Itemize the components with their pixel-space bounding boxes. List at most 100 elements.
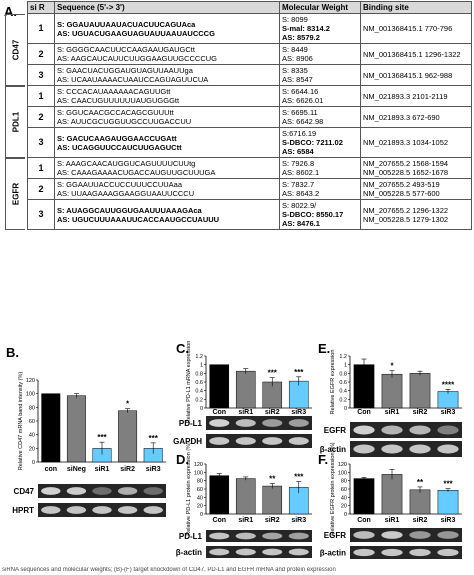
category-label: Con xyxy=(212,409,226,416)
blot-band xyxy=(117,487,138,495)
significance-mark: **** xyxy=(442,380,455,389)
y-tick-label: 0 xyxy=(344,512,347,518)
molecular-weight-cell: S:6716.19 S-DBCO: 7211.02 AS: 6584 xyxy=(279,127,361,158)
y-tick-label: 1.2 xyxy=(195,354,203,360)
bar-sir1 xyxy=(381,373,403,409)
blot-band xyxy=(209,419,230,427)
blot-band xyxy=(437,444,459,454)
blot-strip xyxy=(350,422,462,438)
blot-band xyxy=(66,487,87,495)
gene-name: CD47 xyxy=(11,39,20,60)
blot-strip xyxy=(38,503,166,517)
table-row: 1 S: AAAGCAACAUGGUCAGUUUUCUUtg AS: CAAAGAA… xyxy=(27,157,472,179)
col-header-molecular-weight: Molecular Weight xyxy=(279,1,361,14)
binding-site-cell: NM_001368415.1 962-988 xyxy=(360,64,472,86)
sense-sequence: S: AAAGCAACAUGGUCAGUUUUCUUtg xyxy=(57,159,196,168)
molecular-weight-cell: S: 7832.7 AS: 8643.2 xyxy=(279,178,361,200)
molecular-weight-value: S: 8335 xyxy=(282,66,308,75)
binding-site-cell: NM_001368415.1 770-796 xyxy=(360,13,472,44)
category-label: siR3 xyxy=(146,466,161,473)
blot-band xyxy=(409,531,431,539)
gene-name: PDL1 xyxy=(11,111,20,132)
molecular-weight-cell: S: 8022.9/S-DBCO: 8550.17 AS: 8476.1 xyxy=(279,199,361,230)
molecular-weight-value: S: 8449 xyxy=(282,45,308,54)
molecular-weight-cell: S: 6644.16 AS: 6626.01 xyxy=(279,85,361,107)
table-row: 3 S: AUAGGCAUUGGUGAAUUUAAAGAca AS: UGUCUUU… xyxy=(27,199,472,230)
sequence-cell: S: GGAAUUACCUCCUUUCCUUAaa AS: UUAAGAAAGGA… xyxy=(54,178,280,200)
y-tick-label: 0 xyxy=(344,406,347,412)
binding-site-cell: NM_021893.3 2101-2119 xyxy=(360,85,472,107)
molecular-weight-value: S: 7832.7 xyxy=(282,180,315,189)
molecular-weight-value: AS: 6642.98 xyxy=(282,117,324,126)
blot-band xyxy=(353,444,375,454)
molecular-weight-value: S: 8022.9/ xyxy=(282,201,317,210)
blot-strip xyxy=(206,434,312,448)
molecular-weight-value: AS: 6584 xyxy=(282,147,314,156)
panel-label-d: D. xyxy=(176,452,189,467)
bar-sir2 xyxy=(409,373,431,409)
significance-mark: * xyxy=(126,400,130,409)
molecular-weight-value: S: 6695.11 xyxy=(282,108,318,117)
y-tick-label: 0 xyxy=(32,460,35,466)
sir-number: 3 xyxy=(27,127,55,158)
binding-site-cell: NM_021893.3 672-690 xyxy=(360,106,472,128)
antisense-sequence: AS: UCAAUAAAACUAAUCCAGUAGUUCUA xyxy=(57,75,209,84)
binding-site-cell: NM_207655.2 1568-1594 NM_005228.5 1652-1… xyxy=(360,157,472,179)
blot-band xyxy=(143,506,163,514)
panel-label-c: C. xyxy=(176,341,189,356)
blot-strip xyxy=(206,416,312,430)
table-row: 2 S: GGAAUUACCUCCUUUCCUUAaa AS: UUAAGAAAGG… xyxy=(27,178,472,200)
y-tick-label: 1 xyxy=(200,363,203,369)
bar-sir3 xyxy=(288,380,309,409)
antisense-sequence: AS: UCAGGUUCCAUCUUGAGUCtt xyxy=(57,142,182,152)
sir-number: 3 xyxy=(27,199,55,230)
table-row: 2 S: GGUCAACGCCACAGCGUUUtt AS: AUUCGCUGGUU… xyxy=(27,106,472,128)
blot-label: EGFR xyxy=(324,531,346,540)
sir-number: 2 xyxy=(27,106,55,128)
y-tick-label: 0.2 xyxy=(195,397,203,403)
figure-caption: siRNA sequences and molecular weights; (… xyxy=(2,567,336,573)
blot-band xyxy=(143,487,163,495)
bar-sir3 xyxy=(143,448,163,463)
blot-label: HPRT xyxy=(12,506,34,515)
molecular-weight-cell: S: 7926.8 AS: 8602.1 xyxy=(279,157,361,179)
molecular-weight-value: AS: 8643.2 xyxy=(282,189,320,198)
y-tick-label: 60 xyxy=(341,487,347,493)
molecular-weight-cell: S: 8335 AS: 8547 xyxy=(279,64,361,86)
sir-number: 1 xyxy=(27,85,55,107)
blot-strip xyxy=(206,546,312,558)
sense-sequence: S: CCCACAUAAAAAACAGUUGtt xyxy=(57,87,171,96)
y-tick-label: 0.4 xyxy=(339,389,347,395)
gene-label-egfr: EGFR xyxy=(5,157,25,230)
antisense-sequence: AS: CAACUGUUUUUUAUGUGGGtt xyxy=(57,96,180,105)
sequence-cell: S: GGGGCAACUUCCAAGAAUGAUGCtt AS: AAGCAUCA… xyxy=(54,43,280,65)
sequence-cell: S: CCCACAUAAAAAACAGUUGtt AS: CAACUGUUUUUU… xyxy=(54,85,280,107)
bar-sir1 xyxy=(381,474,403,515)
blot-strip xyxy=(350,441,462,457)
binding-site-cell: NM_207655.2 1296-1322 NM_005228.5 1279-1… xyxy=(360,199,472,230)
y-axis-label: Relative EGFR expression xyxy=(330,350,336,415)
molecular-weight-value: S: 7926.8 xyxy=(282,159,315,168)
blot-band xyxy=(288,419,309,427)
antisense-sequence: AS: UGUCUUUAAAUUCACCAAUGCCUAUUU xyxy=(57,214,220,224)
sequence-cell: S: AAAGCAACAUGGUCAGUUUUCUUtg AS: CAAAGAAA… xyxy=(54,157,280,179)
blot-band xyxy=(41,487,61,495)
binding-site-cell: NM_207655.2 493-519 NM_005228.5 577-600 xyxy=(360,178,472,200)
sir-number: 1 xyxy=(27,13,55,44)
blot-band xyxy=(353,548,375,557)
blot-band xyxy=(262,437,283,445)
significance-mark: *** xyxy=(443,480,453,489)
category-label: siR3 xyxy=(441,517,456,524)
sir-number: 2 xyxy=(27,43,55,65)
gene-label-cd47: CD47 xyxy=(5,13,25,86)
blot-band xyxy=(409,548,431,557)
y-tick-label: 20 xyxy=(341,504,347,510)
bar-sir2 xyxy=(262,485,283,515)
molecular-weight-value: AS: 8476.1 xyxy=(282,219,320,228)
blot-band xyxy=(409,444,431,454)
blot-band xyxy=(288,532,309,540)
sense-sequence: S: AUAGGCAUUGGUGAAUUUAAAGAca xyxy=(57,205,202,215)
sir-number: 3 xyxy=(27,64,55,86)
